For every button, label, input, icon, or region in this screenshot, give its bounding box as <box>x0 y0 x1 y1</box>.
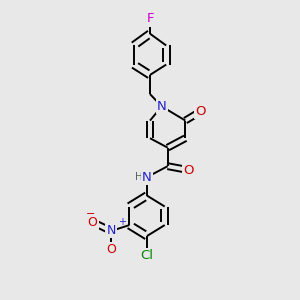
Text: +: + <box>118 217 126 227</box>
Text: −: − <box>86 209 95 219</box>
Text: O: O <box>106 243 116 256</box>
Text: O: O <box>195 105 205 118</box>
Text: Cl: Cl <box>141 249 154 262</box>
Text: N: N <box>106 224 116 238</box>
Text: O: O <box>183 164 194 176</box>
Text: O: O <box>88 216 98 229</box>
Text: F: F <box>146 13 154 26</box>
Text: N: N <box>142 171 152 184</box>
Text: N: N <box>157 100 167 113</box>
Text: H: H <box>135 172 143 182</box>
